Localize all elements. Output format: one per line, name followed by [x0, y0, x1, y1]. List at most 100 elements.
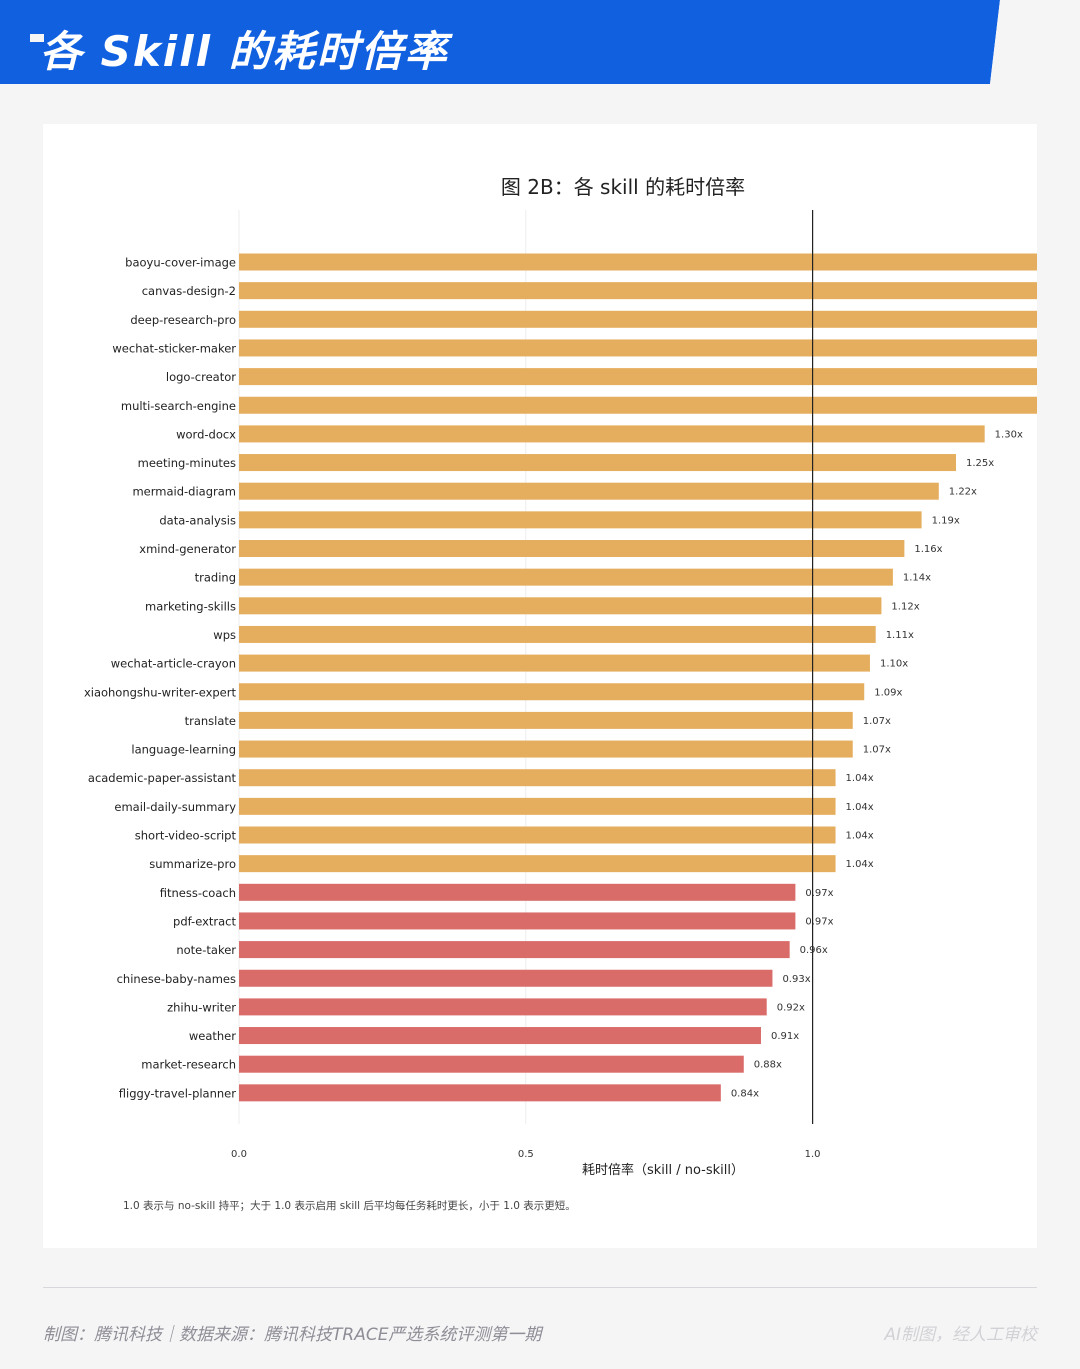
value-label: 1.16x	[914, 544, 942, 555]
category-label: mermaid-diagram	[132, 485, 236, 499]
footer-credit: 制图：腾讯科技｜数据来源：腾讯科技TRACE严选系统评测第一期	[43, 1325, 542, 1345]
value-label: 1.19x	[932, 515, 960, 526]
category-label: data-analysis	[159, 513, 236, 527]
category-label: note-taker	[176, 943, 236, 957]
value-label: 1.22x	[949, 487, 977, 498]
bar	[239, 1027, 761, 1045]
value-label: 0.84x	[731, 1088, 759, 1099]
value-label: 0.92x	[777, 1002, 805, 1013]
category-label: zhihu-writer	[167, 1000, 236, 1014]
value-label: 0.88x	[754, 1060, 782, 1071]
bar	[239, 282, 1037, 300]
bar	[239, 454, 956, 472]
value-label: 1.04x	[846, 831, 874, 842]
category-label: pdf-extract	[173, 914, 236, 928]
bar	[239, 339, 1037, 357]
footer-divider	[43, 1287, 1037, 1288]
value-label: 1.30x	[995, 429, 1023, 440]
bar	[239, 912, 796, 930]
value-label: 1.11x	[886, 630, 914, 641]
value-label: 0.96x	[800, 945, 828, 956]
bar	[239, 683, 865, 701]
value-label: 1.04x	[846, 773, 874, 784]
footer-note: AI制图，经人工审校	[884, 1325, 1037, 1345]
value-labels: 2.13x1.92x1.63x1.62x1.56x1.49x1.30x1.25x…	[731, 429, 1023, 1099]
category-label: weather	[189, 1029, 236, 1043]
bar	[239, 310, 1037, 328]
category-label: fliggy-travel-planner	[119, 1086, 236, 1100]
category-label: canvas-design-2	[142, 284, 236, 298]
header-background	[0, 0, 1080, 84]
category-label: fitness-coach	[160, 886, 236, 900]
bar	[239, 826, 836, 844]
value-label: 1.04x	[846, 802, 874, 813]
bar	[239, 740, 853, 758]
category-label: trading	[195, 571, 236, 585]
value-label: 0.97x	[805, 916, 833, 927]
value-label: 1.07x	[863, 745, 891, 756]
category-label: logo-creator	[166, 370, 236, 384]
x-tick-label: 0.5	[518, 1149, 534, 1160]
category-label: wechat-article-crayon	[111, 657, 236, 671]
bar	[239, 425, 985, 443]
value-label: 1.07x	[863, 716, 891, 727]
bar	[239, 368, 1037, 386]
category-label: baoyu-cover-image	[125, 256, 236, 270]
bar	[239, 1055, 744, 1073]
bar	[239, 969, 773, 987]
bar	[239, 941, 790, 959]
category-label: market-research	[141, 1058, 236, 1072]
category-label: xiaohongshu-writer-expert	[84, 685, 237, 699]
bar	[239, 253, 1037, 271]
value-label: 1.12x	[891, 601, 919, 612]
bar	[239, 797, 836, 815]
header-banner: 各 Skill 的耗时倍率	[0, 0, 1080, 84]
category-label: chinese-baby-names	[117, 972, 236, 986]
header-blue-band	[0, 0, 1000, 84]
x-tick-labels: 0.00.51.01.52.02.5	[231, 1149, 821, 1160]
category-label: meeting-minutes	[138, 456, 236, 470]
value-label: 1.04x	[846, 859, 874, 870]
bar	[239, 883, 796, 901]
category-label: academic-paper-assistant	[88, 771, 237, 785]
bar	[239, 855, 836, 873]
value-label: 1.10x	[880, 659, 908, 670]
value-label: 1.09x	[874, 687, 902, 698]
bar	[239, 597, 882, 615]
bar	[239, 511, 922, 529]
bar	[239, 396, 1037, 414]
bar	[239, 998, 767, 1016]
category-label: summarize-pro	[149, 857, 236, 871]
value-label: 0.97x	[805, 888, 833, 899]
x-tick-label: 1.0	[805, 1149, 821, 1160]
category-label: translate	[185, 714, 236, 728]
category-label: short-video-script	[135, 829, 237, 843]
value-label: 1.25x	[966, 458, 994, 469]
bar	[239, 568, 893, 586]
category-label: language-learning	[131, 743, 236, 757]
bar	[239, 769, 836, 787]
category-label: wechat-sticker-maker	[112, 341, 236, 355]
x-axis-label: 耗时倍率（skill / no-skill）	[582, 1162, 744, 1178]
chart-title: 图 2B：各 skill 的耗时倍率	[501, 175, 745, 199]
chart-card: baoyu-cover-image canvas-design-2 deep-res…	[43, 124, 1037, 1248]
bar	[239, 625, 876, 643]
chart-note: 1.0 表示与 no-skill 持平；大于 1.0 表示启用 skill 后平…	[123, 1199, 576, 1212]
value-label: 0.93x	[782, 974, 810, 985]
category-label: word-docx	[176, 427, 236, 441]
value-label: 1.14x	[903, 573, 931, 584]
bar	[239, 482, 939, 500]
bar	[239, 1084, 721, 1102]
category-label: email-daily-summary	[114, 800, 236, 814]
page-title: 各 Skill 的耗时倍率	[40, 27, 449, 76]
category-label: wps	[213, 628, 236, 642]
category-label: marketing-skills	[145, 599, 236, 613]
category-label: multi-search-engine	[121, 399, 236, 413]
bars	[239, 253, 1037, 1102]
category-labels: baoyu-cover-image canvas-design-2 deep-res…	[84, 256, 237, 1101]
category-label: xmind-generator	[139, 542, 236, 556]
bar	[239, 540, 905, 557]
x-tick-label: 0.0	[231, 1149, 247, 1160]
value-label: 0.91x	[771, 1031, 799, 1042]
tencent-penguin-icon	[1, 1, 47, 47]
